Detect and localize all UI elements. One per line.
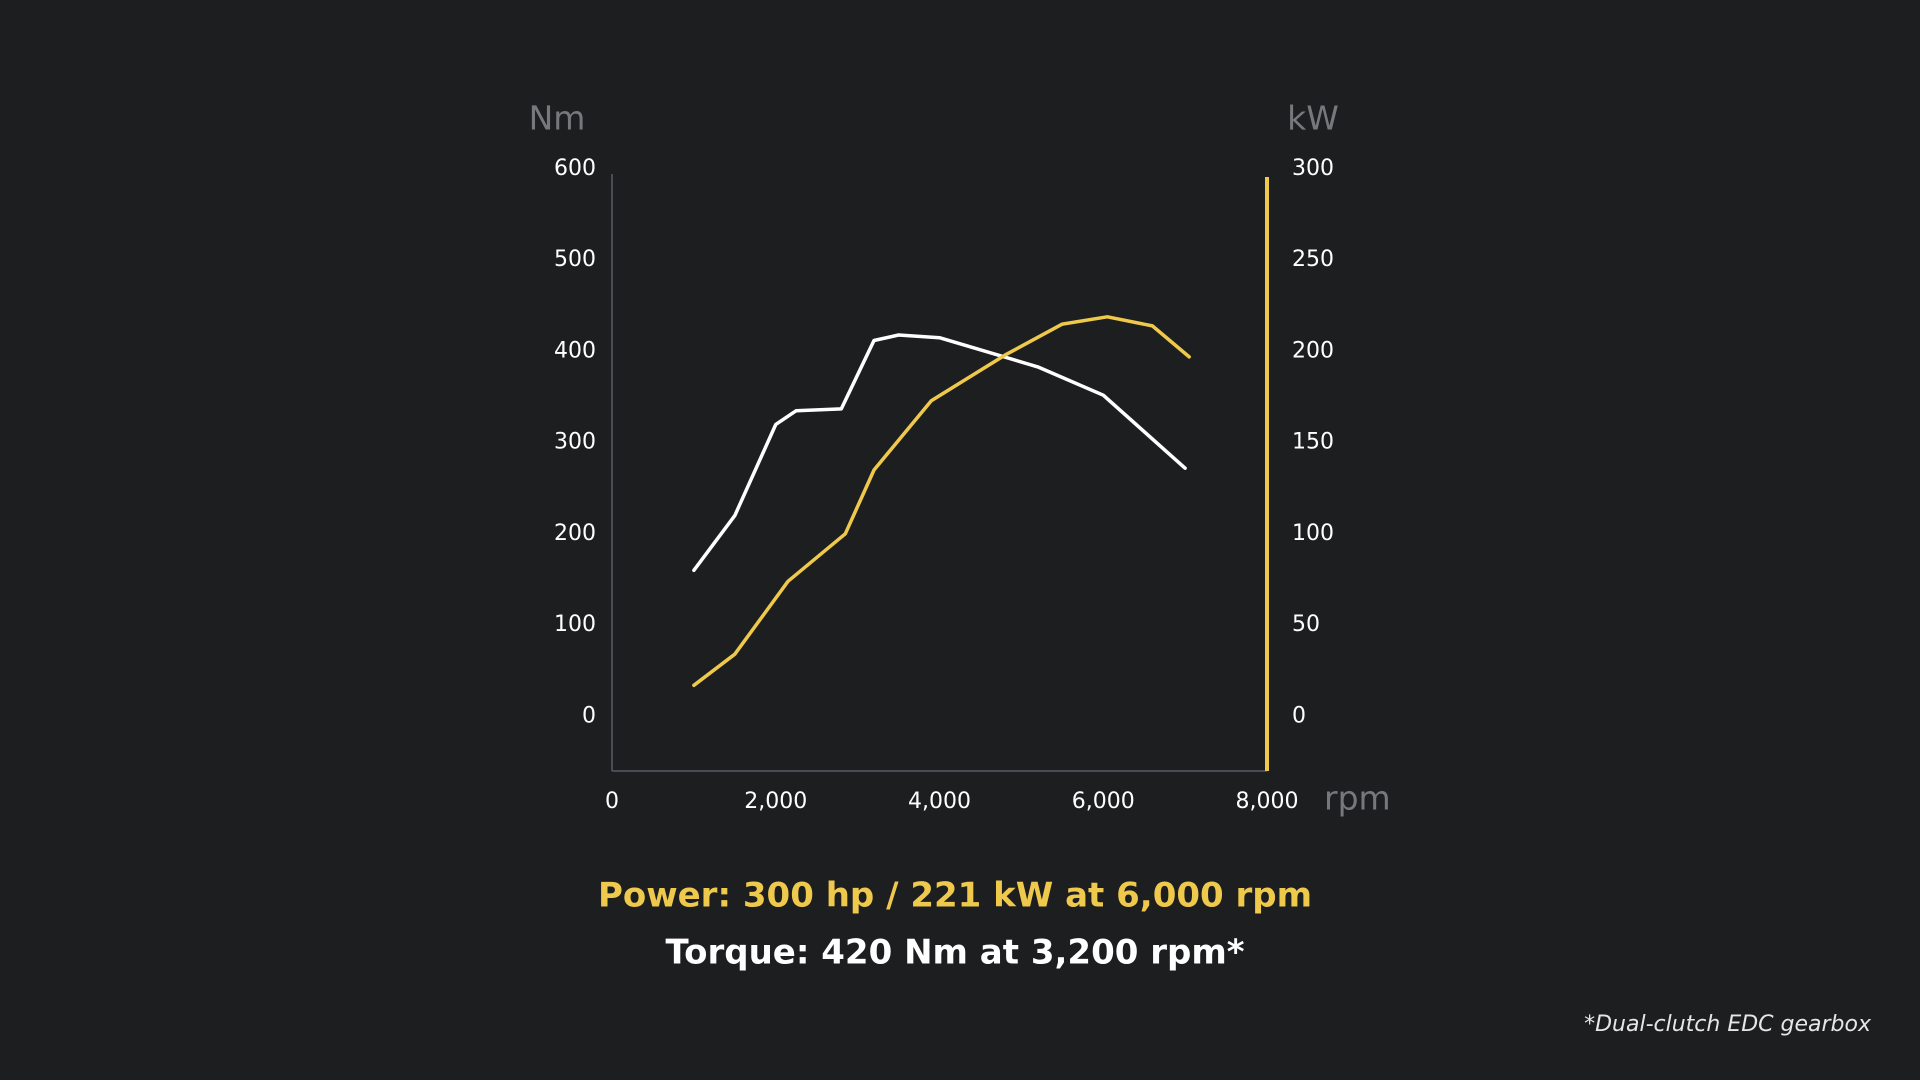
y2-tick-label: 300 <box>1292 156 1334 181</box>
x-tick-label: 8,000 <box>1236 789 1299 814</box>
y-axis-label: Nm <box>529 99 586 138</box>
footnote: *Dual-clutch EDC gearbox <box>1584 1012 1872 1037</box>
x-tick-label: 6,000 <box>1072 789 1135 814</box>
x-axis-label: rpm <box>1324 779 1391 818</box>
torque-caption: Torque: 420 Nm at 3,200 rpm* <box>665 933 1244 973</box>
y2-tick-label: 100 <box>1292 521 1334 546</box>
y2-axis-label: kW <box>1287 99 1339 138</box>
y2-tick-label: 150 <box>1292 430 1334 455</box>
y-tick-label: 0 <box>582 703 596 728</box>
y-tick-label: 600 <box>554 156 596 181</box>
x-tick-label: 2,000 <box>744 789 807 814</box>
x-tick-label: 4,000 <box>908 789 971 814</box>
y2-tick-label: 0 <box>1292 703 1306 728</box>
series-line <box>692 315 1191 688</box>
y-tick-label: 500 <box>554 247 596 272</box>
x-tick-label: 0 <box>605 789 619 814</box>
y-tick-label: 100 <box>554 612 596 637</box>
series-line <box>692 333 1187 573</box>
y-tick-label: 200 <box>554 521 596 546</box>
y2-tick-label: 200 <box>1292 338 1334 363</box>
y2-tick-label: 50 <box>1292 612 1320 637</box>
power-caption: Power: 300 hp / 221 kW at 6,000 rpm <box>598 876 1312 916</box>
y-tick-label: 400 <box>554 338 596 363</box>
y2-tick-label: 250 <box>1292 247 1334 272</box>
y-tick-label: 300 <box>554 430 596 455</box>
